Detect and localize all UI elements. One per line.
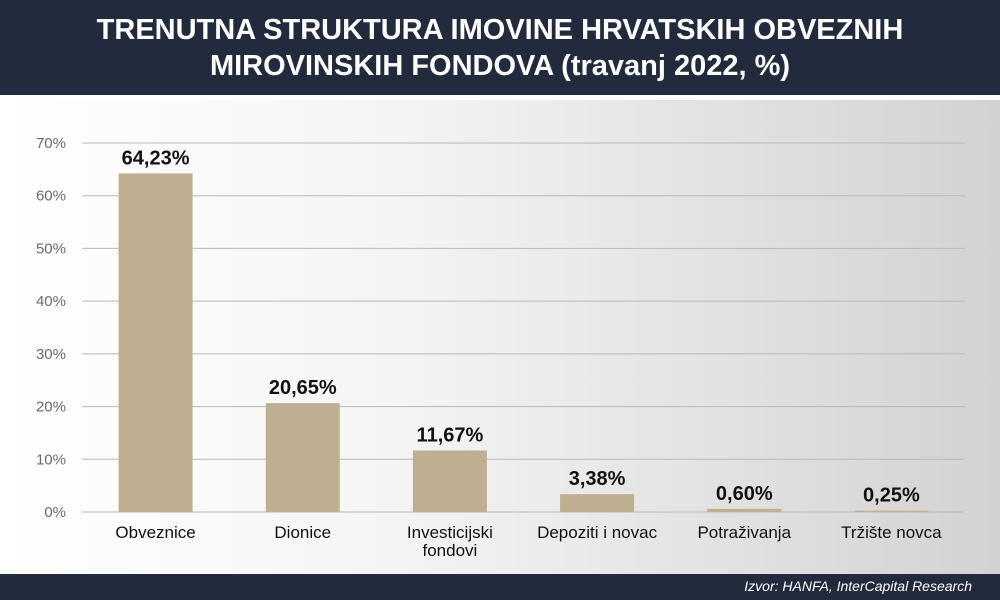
y-tick-label: 10% — [36, 451, 66, 468]
bar — [560, 494, 635, 512]
y-tick-label: 20% — [36, 399, 66, 416]
bar-value-label: 11,67% — [417, 424, 484, 446]
bar-value-label: 0,60% — [716, 483, 773, 505]
header-bar: TRENUTNA STRUKTURA IMOVINE HRVATSKIH OBV… — [0, 0, 1000, 95]
y-tick-label: 40% — [36, 293, 66, 310]
bar — [118, 173, 193, 512]
chart-area: 0% 10% 20% 30% 40% 50% 60% 70% 64,23% Obveznice 20… — [0, 100, 1000, 574]
bar-value-label: 20,65% — [269, 377, 337, 399]
x-category-label-line: Obveznice — [115, 523, 195, 542]
x-category-label: Potraživanja — [697, 523, 791, 542]
y-tick-label: 70% — [36, 135, 66, 152]
bar-value-label: 3,38% — [569, 468, 626, 490]
x-category-label-line: Investicijski — [407, 523, 493, 542]
chart-title-line-1: TRENUTNA STRUKTURA IMOVINE HRVATSKIH OBV… — [96, 13, 904, 46]
x-category-label-line: Depoziti i novac — [537, 523, 658, 542]
bar — [707, 508, 782, 512]
x-category-label: Depoziti i novac — [537, 523, 658, 542]
x-category-label: Dionice — [274, 523, 331, 542]
bar-value-label: 0,25% — [863, 485, 920, 507]
x-category-label: Obveznice — [115, 523, 195, 542]
y-tick-label: 50% — [36, 240, 66, 257]
y-tick-label: 30% — [36, 346, 66, 363]
chart-title-line-2: MIROVINSKIH FONDOVA (travanj 2022, %) — [209, 49, 791, 82]
bar — [854, 510, 929, 512]
x-category-label-line: Dionice — [274, 523, 331, 542]
bar — [265, 403, 340, 512]
bar-value-label: 64,23% — [122, 147, 190, 169]
x-category-label-line: Potraživanja — [697, 523, 791, 542]
x-category-label-line: fondovi — [423, 541, 478, 560]
x-category-label: Tržište novca — [841, 523, 942, 542]
source-note: Izvor: HANFA, InterCapital Research — [744, 578, 972, 594]
x-category-label-line: Tržište novca — [841, 523, 942, 542]
y-tick-label: 0% — [44, 504, 66, 521]
footer-bar: Izvor: HANFA, InterCapital Research — [0, 574, 1000, 600]
x-category-label: Investicijski fondovi — [407, 523, 493, 560]
y-tick-label: 60% — [36, 188, 66, 205]
bar — [412, 450, 487, 512]
bar-chart: 0% 10% 20% 30% 40% 50% 60% 70% 64,23% Obveznice 20… — [36, 135, 965, 560]
